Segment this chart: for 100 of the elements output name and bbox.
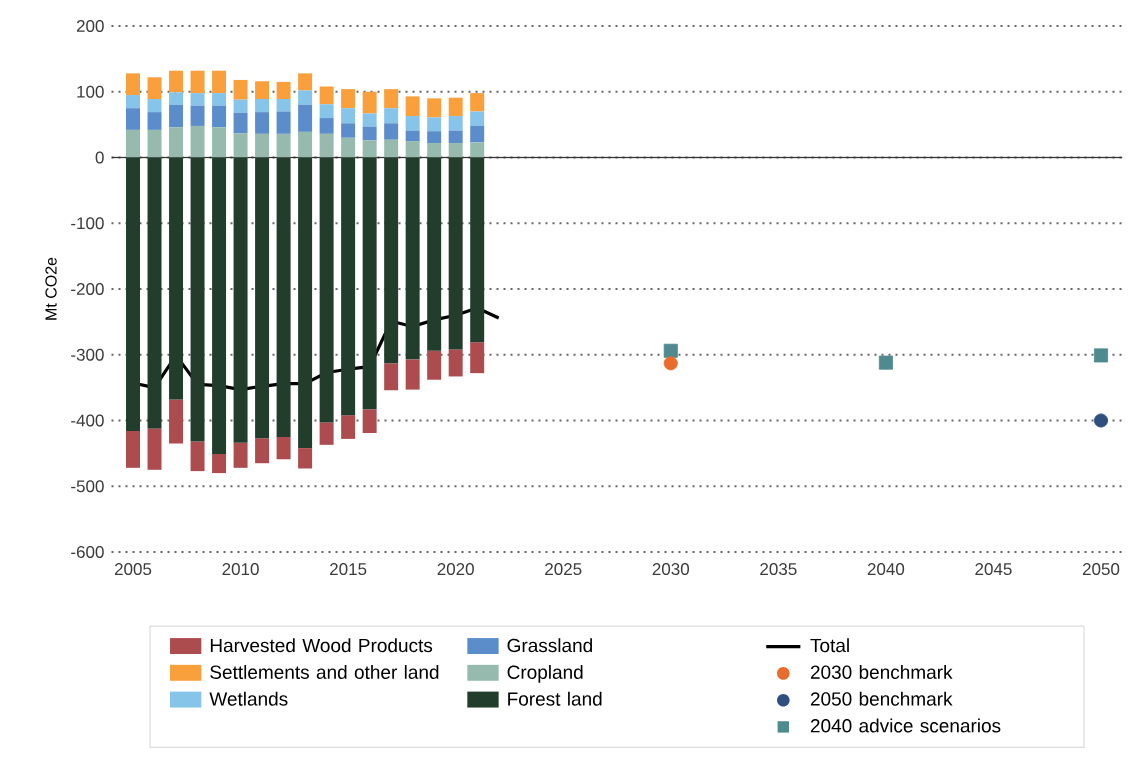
bar	[147, 129, 162, 158]
legend-label: 2050 benchmark	[810, 691, 953, 706]
x-tick-label: 2005	[114, 563, 152, 576]
bar	[341, 108, 356, 124]
bar	[448, 157, 463, 350]
bar	[427, 143, 442, 158]
bar	[448, 116, 463, 131]
bar	[448, 97, 463, 117]
bar	[255, 112, 270, 134]
legend-label: Cropland	[507, 664, 583, 683]
bar	[319, 118, 334, 134]
y-tick-label: -500	[71, 480, 104, 493]
point	[663, 356, 678, 371]
point	[1094, 348, 1108, 363]
bar	[384, 89, 399, 109]
bar	[276, 436, 291, 460]
bar	[362, 140, 377, 158]
bar	[384, 139, 399, 158]
bar	[126, 129, 141, 158]
y-tick-label: -600	[71, 545, 104, 558]
bar	[169, 157, 184, 400]
bar	[126, 431, 141, 468]
bar	[233, 442, 248, 468]
legend-label: Grassland	[507, 638, 592, 653]
bar	[298, 104, 313, 132]
legend-label: Harvested Wood Products	[210, 638, 433, 653]
bar	[233, 157, 248, 443]
bar	[448, 143, 463, 158]
bar	[362, 91, 377, 114]
bar	[190, 105, 205, 126]
x-tick-label: 2035	[760, 563, 797, 576]
bar	[276, 157, 291, 437]
bar	[212, 93, 227, 106]
bar	[169, 399, 184, 444]
y-tick-label: -200	[71, 282, 104, 296]
bar	[384, 123, 399, 140]
bar	[405, 141, 420, 158]
bar	[341, 137, 356, 158]
point	[878, 355, 893, 370]
legend-label: Wetlands	[209, 691, 288, 706]
legend-label: Forest land	[508, 691, 602, 706]
bar	[298, 157, 313, 449]
bar	[190, 70, 205, 94]
bar	[362, 409, 377, 433]
legend-label: 2030 benchmark	[810, 664, 953, 679]
bar	[298, 448, 313, 469]
y-tick-label: -300	[71, 348, 104, 361]
bar	[169, 127, 184, 158]
y-tick-label: 0	[95, 151, 104, 164]
x-tick-label: 2040	[867, 563, 905, 576]
bar	[362, 126, 377, 141]
bar	[470, 157, 485, 343]
bar	[276, 98, 291, 112]
bar	[470, 342, 485, 374]
bar	[341, 415, 356, 439]
bar	[255, 81, 270, 99]
y-tick-label: -400	[71, 414, 104, 427]
x-tick-label: 2025	[545, 563, 582, 576]
bar	[126, 157, 141, 432]
y-tick-label: 200	[76, 20, 104, 33]
bar	[427, 131, 442, 144]
bar	[298, 90, 313, 105]
bar	[255, 438, 270, 464]
bar	[470, 125, 485, 143]
bar	[405, 157, 420, 360]
bar	[255, 133, 270, 158]
bar	[169, 104, 184, 128]
legend-label: Settlements and other land	[210, 664, 439, 679]
bar	[233, 99, 248, 113]
y-tick-label: 100	[77, 85, 104, 98]
bar	[169, 92, 184, 105]
bar	[147, 157, 162, 429]
bar	[147, 77, 162, 99]
bar	[362, 113, 377, 127]
bar	[147, 98, 162, 113]
bar	[448, 349, 463, 377]
bar	[255, 98, 270, 113]
bar	[448, 130, 463, 144]
bar	[319, 86, 334, 105]
x-tick-label: 2030	[652, 563, 690, 576]
bar	[470, 111, 485, 126]
bar	[470, 142, 485, 158]
bar	[319, 104, 334, 119]
bar	[190, 441, 205, 472]
bar	[384, 108, 399, 124]
bar	[427, 98, 442, 118]
x-tick-label: 2010	[222, 563, 259, 576]
bar	[470, 93, 485, 112]
bar	[384, 157, 399, 364]
bar	[341, 89, 356, 109]
bar	[212, 105, 227, 128]
bar	[126, 73, 141, 96]
bar	[276, 133, 291, 158]
bar	[126, 95, 141, 109]
bar	[319, 422, 334, 445]
bar	[405, 359, 420, 390]
bar	[405, 116, 420, 131]
bar	[298, 131, 313, 158]
bar	[276, 111, 291, 134]
bar	[169, 70, 184, 93]
